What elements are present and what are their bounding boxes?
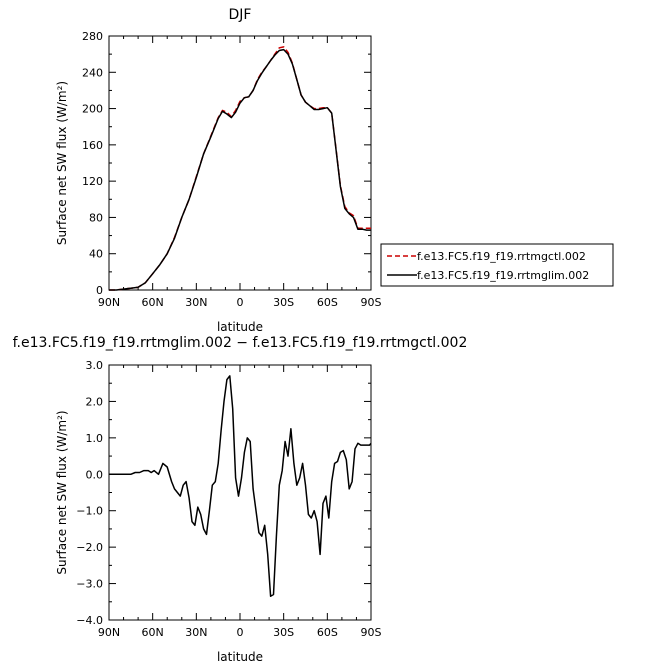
series-line-1: [109, 46, 371, 291]
y-tick-label: 120: [82, 175, 103, 188]
x-tick-label: 90N: [98, 296, 120, 309]
y-tick-label: 1.0: [86, 432, 104, 445]
y-tick-label: 240: [82, 66, 103, 79]
y-axis-label: Surface net SW flux (W/m²): [55, 81, 69, 245]
x-tick-label: 30N: [185, 296, 207, 309]
y-tick-label: 280: [82, 30, 103, 43]
x-tick-label: 60N: [142, 626, 164, 639]
chart-panel-1: DJF 90N 60N 30N 0 30S 60S 90S 0 40 80 120 160 200 240 2…: [55, 7, 614, 334]
y-tick-label: 160: [82, 139, 103, 152]
y-tick-label: 80: [89, 211, 103, 224]
plot-frame: [108, 35, 372, 291]
series-line-2: [109, 48, 371, 291]
y-tick-label: 0: [96, 284, 103, 297]
chart-panel-2: f.e13.FC5.f19_f19.rrtmglim.002 − f.e13.F…: [13, 335, 468, 664]
legend: f.e13.FC5.f19_f19.rrtmgctl.002 f.e13.FC5.…: [380, 243, 614, 287]
x-axis-label: latitude: [217, 320, 263, 334]
y-tick-label: 2.0: [86, 395, 104, 408]
x-tick-label: 90S: [361, 296, 382, 309]
series-line-1: [109, 375, 372, 598]
y-tick-label: −1.0: [76, 505, 103, 518]
chart-title: DJF: [229, 7, 252, 23]
y-tick-label: 40: [89, 248, 103, 261]
x-axis-label: latitude: [217, 650, 263, 664]
x-tick-label: 0: [237, 626, 244, 639]
x-tick-label: 90N: [98, 626, 120, 639]
y-tick-label: 200: [82, 103, 103, 116]
y-tick-label: −2.0: [76, 541, 103, 554]
legend-label: f.e13.FC5.f19_f19.rrtmgctl.002: [417, 250, 586, 263]
y-tick-label: 0.0: [86, 468, 104, 481]
x-tick-label: 30S: [273, 626, 294, 639]
legend-label: f.e13.FC5.f19_f19.rrtmglim.002: [417, 269, 589, 282]
x-tick-label: 30S: [273, 296, 294, 309]
x-tick-label: 90S: [361, 626, 382, 639]
x-tick-label: 60N: [142, 296, 164, 309]
y-tick-label: −3.0: [76, 578, 103, 591]
chart-title: f.e13.FC5.f19_f19.rrtmglim.002 − f.e13.F…: [13, 335, 468, 351]
x-tick-label: 60S: [317, 296, 338, 309]
x-tick-label: 60S: [317, 626, 338, 639]
x-tick-label: 0: [237, 296, 244, 309]
y-tick-label: 3.0: [86, 359, 104, 372]
legend-box: [380, 243, 614, 287]
plot-frame: [108, 364, 372, 621]
x-tick-label: 30N: [185, 626, 207, 639]
y-axis-label: Surface net SW flux (W/m²): [55, 410, 69, 574]
y-tick-label: −4.0: [76, 614, 103, 627]
